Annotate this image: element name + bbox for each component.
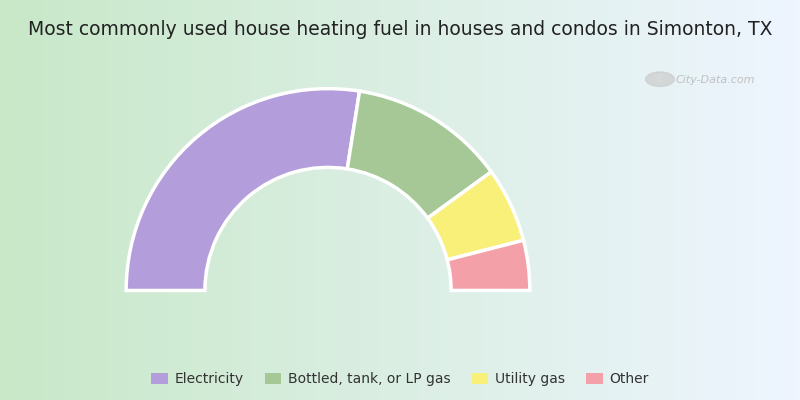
Circle shape — [646, 72, 674, 86]
Wedge shape — [427, 172, 523, 260]
Wedge shape — [447, 240, 530, 290]
Wedge shape — [126, 89, 359, 290]
Legend: Electricity, Bottled, tank, or LP gas, Utility gas, Other: Electricity, Bottled, tank, or LP gas, U… — [146, 367, 654, 392]
Text: Most commonly used house heating fuel in houses and condos in Simonton, TX: Most commonly used house heating fuel in… — [28, 20, 772, 39]
Text: City-Data.com: City-Data.com — [676, 75, 755, 85]
Text: C: C — [656, 74, 664, 84]
Wedge shape — [347, 91, 491, 218]
